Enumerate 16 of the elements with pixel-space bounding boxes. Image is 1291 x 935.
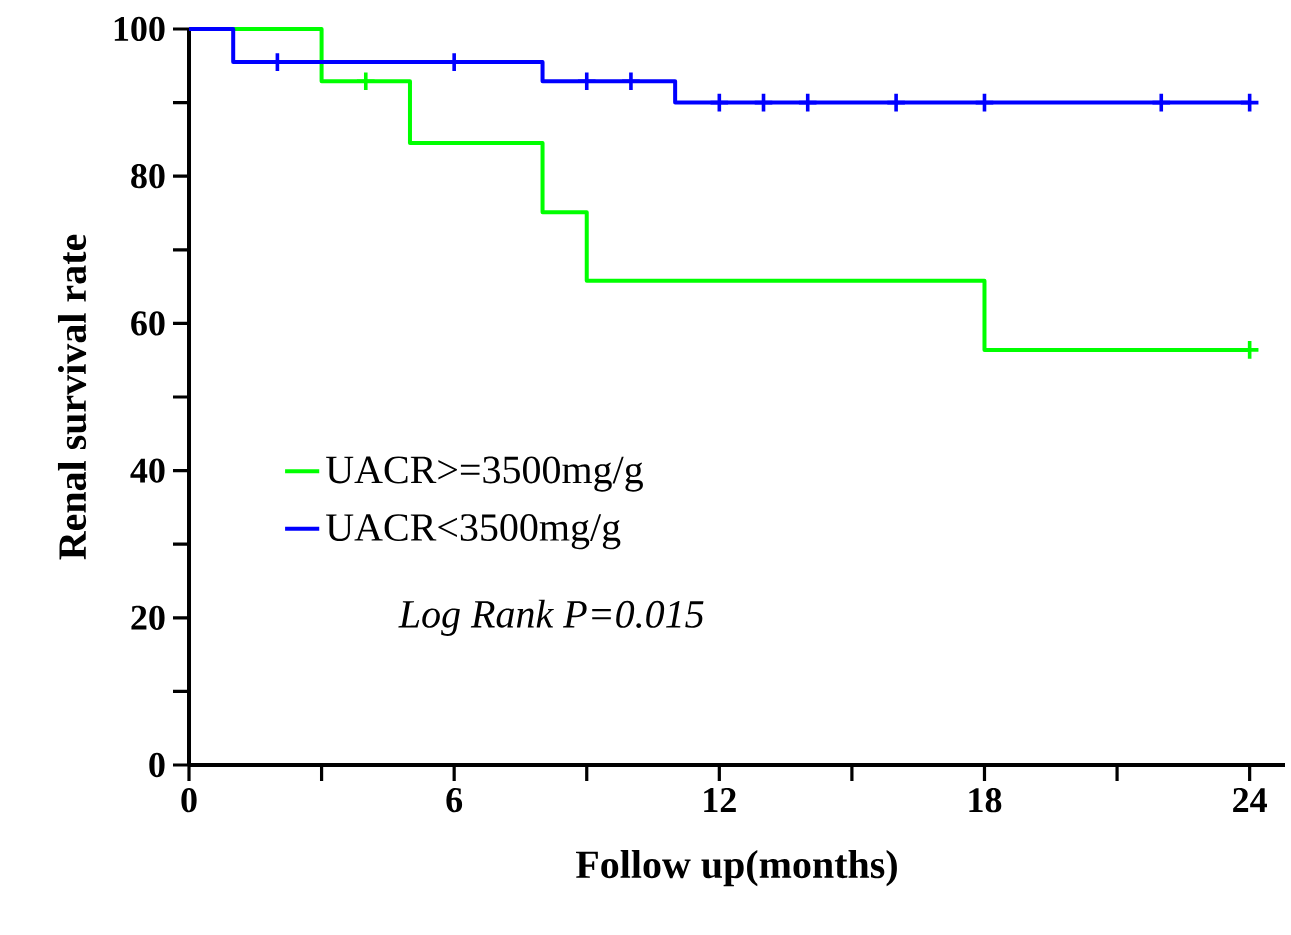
y-tick-label: 60 [131, 311, 165, 336]
y-tick-label: 40 [130, 458, 165, 483]
x-tick-label: 24 [1233, 788, 1267, 812]
x-tick-label: 12 [704, 788, 736, 812]
y-tick-label: 20 [131, 605, 165, 630]
annotation: Log Rank P=0.015 [398, 599, 704, 636]
legend-label: UACR<3500mg/g [326, 514, 621, 550]
y-tick-label: 80 [131, 164, 165, 189]
y-tick-label: 0 [149, 752, 165, 778]
y-axis-title: Renal survival rate [57, 234, 87, 560]
x-tick-label: 0 [181, 788, 197, 813]
legend-label: UACR>=3500mg/g [326, 456, 643, 492]
x-tick-label: 18 [969, 788, 1002, 813]
x-tick-label: 6 [446, 788, 463, 813]
x-axis-title: Follow up(months) [576, 850, 897, 887]
y-tick-label: 100 [114, 16, 165, 42]
